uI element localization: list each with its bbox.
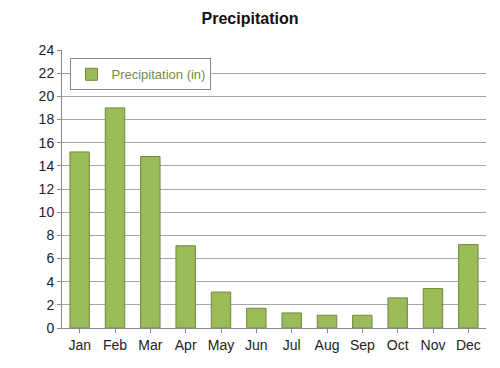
svg-text:Jun: Jun bbox=[245, 337, 268, 353]
svg-text:0: 0 bbox=[46, 320, 54, 336]
svg-text:4: 4 bbox=[46, 274, 54, 290]
svg-text:22: 22 bbox=[39, 65, 55, 81]
svg-text:Sep: Sep bbox=[350, 337, 375, 353]
svg-text:10: 10 bbox=[39, 204, 55, 220]
svg-text:Oct: Oct bbox=[387, 337, 409, 353]
svg-text:20: 20 bbox=[39, 88, 55, 104]
svg-text:8: 8 bbox=[46, 227, 54, 243]
svg-text:6: 6 bbox=[46, 250, 54, 266]
svg-text:Nov: Nov bbox=[421, 337, 446, 353]
svg-text:May: May bbox=[208, 337, 234, 353]
svg-text:Dec: Dec bbox=[456, 337, 481, 353]
svg-text:14: 14 bbox=[39, 158, 55, 174]
svg-text:Precipitation (in): Precipitation (in) bbox=[111, 67, 205, 82]
svg-text:16: 16 bbox=[39, 135, 55, 151]
svg-text:18: 18 bbox=[39, 111, 55, 127]
svg-text:2: 2 bbox=[46, 297, 54, 313]
svg-text:Jan: Jan bbox=[68, 337, 91, 353]
svg-text:Apr: Apr bbox=[175, 337, 197, 353]
svg-text:Feb: Feb bbox=[103, 337, 127, 353]
svg-text:Mar: Mar bbox=[138, 337, 162, 353]
svg-text:24: 24 bbox=[39, 42, 55, 58]
svg-text:Aug: Aug bbox=[315, 337, 340, 353]
svg-text:Jul: Jul bbox=[283, 337, 301, 353]
svg-text:Precipitation: Precipitation bbox=[202, 10, 299, 27]
svg-text:12: 12 bbox=[39, 181, 55, 197]
